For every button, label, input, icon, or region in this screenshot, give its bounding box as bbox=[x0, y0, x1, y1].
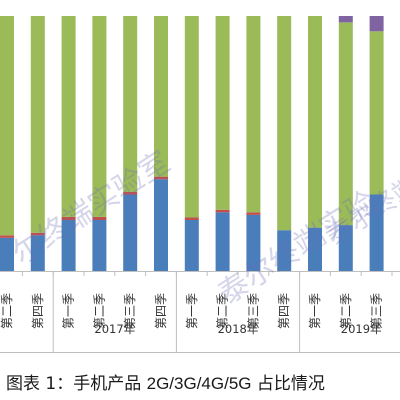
caption-prefix: 图表 1：手机产品 bbox=[6, 374, 147, 394]
category-label-10: 第四季 bbox=[277, 293, 291, 329]
bar-segment-s2-c2 bbox=[30, 232, 45, 236]
category-label-12: 第二季 bbox=[339, 293, 353, 329]
bar-segment-s1-c4 bbox=[92, 220, 107, 271]
bar-segment-s1-c2 bbox=[30, 235, 45, 271]
bar-segment-s3-c3 bbox=[61, 16, 76, 217]
bar-segment-s2-c4 bbox=[92, 216, 107, 220]
bar-segment-s1-c9 bbox=[246, 214, 261, 271]
category-label-5: 第三季 bbox=[123, 293, 137, 329]
bar-segment-s1-c6 bbox=[154, 179, 168, 271]
caption-suffix: 占比情况 bbox=[251, 374, 325, 394]
bar-segment-s3-c5 bbox=[123, 16, 138, 192]
category-label-9: 第三季 bbox=[246, 293, 260, 329]
category-label-7: 第一季 bbox=[185, 293, 199, 329]
bar-segment-s3-c1 bbox=[0, 16, 14, 236]
bar-segment-s1-c12 bbox=[338, 225, 353, 271]
figure-caption: 图表 1：手机产品 2G/3G/4G/5G 占比情况 bbox=[6, 369, 400, 397]
bar-segment-s3-c4 bbox=[92, 16, 107, 217]
bar-segment-s2-c5 bbox=[123, 191, 138, 195]
category-label-13: 第三季 bbox=[370, 293, 384, 329]
bar-segment-s1-c3 bbox=[61, 220, 76, 271]
category-label-4: 第二季 bbox=[92, 293, 106, 329]
bar-segment-s2-c3 bbox=[61, 216, 76, 220]
bar-segment-s2-c1 bbox=[0, 235, 14, 238]
bar-segment-s3-c7 bbox=[184, 16, 199, 218]
bar-segment-s3-c6 bbox=[154, 16, 168, 177]
bar-segment-s2-c8 bbox=[215, 209, 230, 213]
bar-segment-s2-c6 bbox=[154, 176, 168, 180]
year-label-3: 2018年 bbox=[218, 322, 259, 336]
bar-segment-s1-c13 bbox=[369, 194, 384, 271]
axes-layer bbox=[0, 271, 400, 353]
bar-segment-s3-c9 bbox=[246, 16, 261, 213]
year-label-4: 2019年 bbox=[341, 322, 382, 336]
bar-segment-s2-c9 bbox=[246, 212, 261, 215]
category-label-6: 第四季 bbox=[154, 293, 168, 329]
category-label-1: 第二季 bbox=[0, 293, 14, 329]
bar-segment-s3-c11 bbox=[308, 16, 322, 228]
bar-segment-s3-c2 bbox=[30, 16, 45, 233]
bar-segment-s4-c12 bbox=[338, 16, 353, 23]
bar-segment-s3-c10 bbox=[277, 16, 292, 231]
category-label-8: 第二季 bbox=[216, 293, 230, 329]
bars-layer bbox=[0, 16, 384, 271]
bar-segment-s1-c7 bbox=[184, 220, 199, 271]
bar-segment-s1-c1 bbox=[0, 237, 14, 271]
year-label-2: 2017年 bbox=[94, 322, 135, 336]
bar-segment-s3-c12 bbox=[338, 22, 353, 226]
bar-segment-s1-c11 bbox=[308, 227, 322, 271]
bar-segment-s3-c13 bbox=[369, 31, 384, 195]
caption-ascii: 2G/3G/4G/5G bbox=[146, 374, 252, 393]
bar-segment-s3-c8 bbox=[215, 16, 230, 210]
bar-segment-s2-c7 bbox=[184, 217, 199, 220]
category-label-3: 第一季 bbox=[62, 293, 76, 329]
bar-segment-s1-c10 bbox=[277, 230, 292, 271]
bar-segment-s4-c13 bbox=[369, 16, 384, 32]
category-label-11: 第一季 bbox=[308, 293, 322, 329]
bar-segment-s1-c5 bbox=[123, 194, 138, 271]
bar-segment-s1-c8 bbox=[215, 212, 230, 271]
category-labels-layer: 第二季第四季第一季第二季第三季第四季第一季第二季第三季第四季第一季第二季第三季第… bbox=[0, 293, 384, 336]
category-label-2: 第四季 bbox=[31, 293, 45, 329]
